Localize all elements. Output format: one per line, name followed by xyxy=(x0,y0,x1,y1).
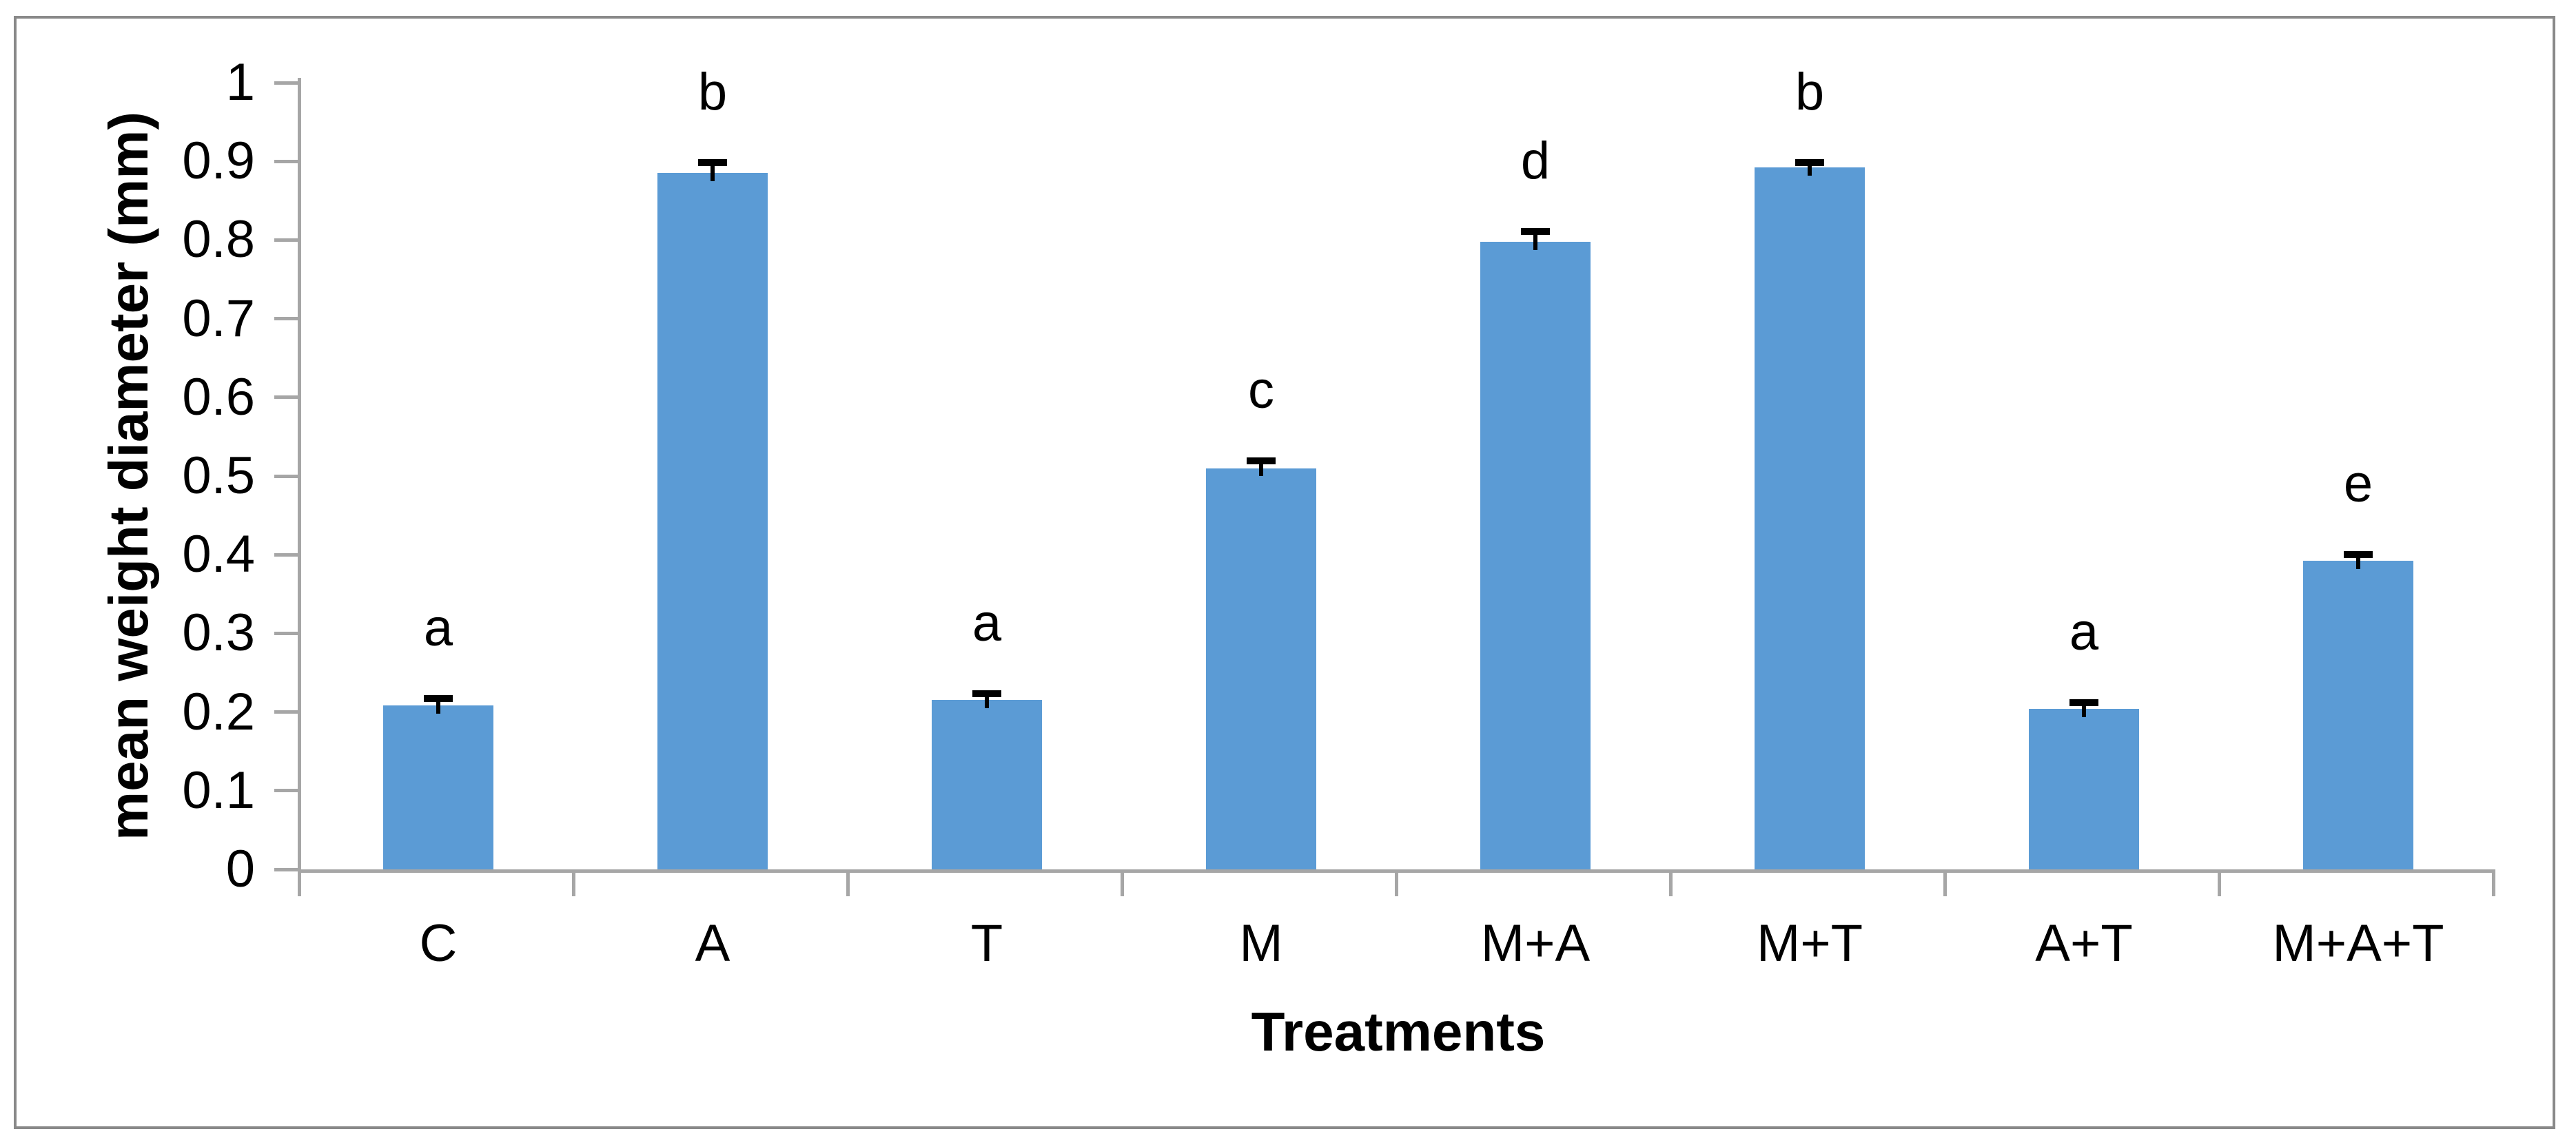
error-bar-stem xyxy=(1808,163,1812,176)
y-tick-label: 0.5 xyxy=(182,446,255,505)
y-tick-mark xyxy=(274,553,298,557)
y-tick-mark xyxy=(274,160,298,163)
y-tick-mark xyxy=(274,395,298,399)
x-tick-label: C xyxy=(419,914,458,973)
sig-letter: c xyxy=(1248,361,1274,420)
y-tick-label: 0.6 xyxy=(182,368,255,426)
bar xyxy=(932,700,1042,869)
x-tick-mark xyxy=(2492,873,2495,896)
y-tick-mark xyxy=(274,81,298,85)
error-bar-cap xyxy=(424,695,453,702)
x-tick-label: T xyxy=(970,914,1003,973)
bar xyxy=(2303,561,2413,869)
x-tick-mark xyxy=(846,873,850,896)
y-tick-label: 0.3 xyxy=(182,603,255,662)
error-bar-stem xyxy=(2082,703,2086,717)
x-tick-mark xyxy=(2218,873,2221,896)
x-tick-label: M+T xyxy=(1756,914,1863,973)
x-axis-line xyxy=(298,869,2495,873)
error-bar-cap xyxy=(1247,457,1276,464)
y-tick-label: 0.7 xyxy=(182,289,255,348)
error-bar-stem xyxy=(711,163,715,181)
x-tick-label: M+A+T xyxy=(2272,914,2444,973)
y-tick-mark xyxy=(274,710,298,714)
bar xyxy=(2029,709,2139,869)
error-bar-stem xyxy=(2356,555,2360,569)
error-bar-stem xyxy=(1259,461,1263,476)
error-bar-cap xyxy=(2344,551,2373,558)
y-tick-label: 0.4 xyxy=(182,525,255,583)
sig-letter: a xyxy=(2069,603,2099,661)
bar xyxy=(1480,242,1591,869)
y-tick-label: 0.1 xyxy=(182,761,255,820)
y-tick-mark xyxy=(274,475,298,478)
bar xyxy=(383,705,493,869)
y-tick-label: 0.8 xyxy=(182,210,255,269)
sig-letter: a xyxy=(423,599,453,657)
bar xyxy=(1755,167,1865,869)
y-tick-label: 1 xyxy=(225,53,255,112)
x-tick-mark xyxy=(572,873,575,896)
x-tick-label: A xyxy=(695,914,730,973)
y-tick-mark xyxy=(274,317,298,320)
y-tick-mark xyxy=(274,868,298,871)
sig-letter: d xyxy=(1520,132,1551,190)
y-tick-label: 0.9 xyxy=(182,132,255,190)
x-tick-mark xyxy=(1121,873,1124,896)
y-tick-mark xyxy=(274,632,298,635)
sig-letter: e xyxy=(2343,455,2373,513)
sig-letter: b xyxy=(697,63,728,121)
error-bar-stem xyxy=(985,694,989,708)
x-tick-label: M xyxy=(1239,914,1283,973)
y-tick-mark xyxy=(274,238,298,242)
x-tick-mark xyxy=(1395,873,1398,896)
x-tick-mark xyxy=(1669,873,1673,896)
y-tick-mark xyxy=(274,789,298,792)
bar xyxy=(1206,468,1316,869)
error-bar-stem xyxy=(436,699,440,714)
error-bar-cap xyxy=(1795,159,1824,166)
x-tick-label: A+T xyxy=(2035,914,2133,973)
y-tick-label: 0 xyxy=(225,840,255,898)
x-tick-mark xyxy=(1943,873,1947,896)
sig-letter: b xyxy=(1795,63,1825,121)
error-bar-cap xyxy=(2069,699,2098,706)
error-bar-cap xyxy=(1521,228,1550,235)
x-tick-mark xyxy=(298,873,301,896)
x-tick-label: M+A xyxy=(1480,914,1591,973)
bar xyxy=(657,173,768,869)
y-tick-label: 0.2 xyxy=(182,683,255,741)
error-bar-cap xyxy=(698,159,727,166)
error-bar-stem xyxy=(1533,231,1537,250)
y-axis-line xyxy=(298,78,301,869)
x-axis-title: Treatments xyxy=(1251,1001,1546,1062)
sig-letter: a xyxy=(972,594,1002,652)
error-bar-cap xyxy=(972,690,1001,697)
